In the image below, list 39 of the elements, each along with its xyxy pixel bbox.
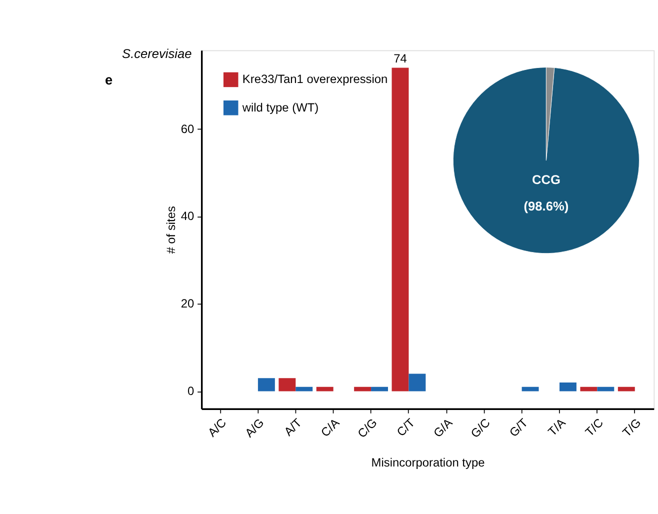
- bar: [618, 386, 635, 392]
- x-tick-label: A/T: [281, 415, 305, 439]
- x-tick-label: C/A: [318, 416, 342, 440]
- x-tick-label: T/A: [545, 416, 568, 439]
- x-tick-label: C/G: [354, 416, 380, 441]
- bar: [597, 386, 614, 392]
- y-axis-title: # of sites: [164, 206, 178, 254]
- bar: [354, 386, 372, 392]
- bar: [258, 378, 275, 392]
- y-tick-label: 20: [180, 296, 195, 311]
- bar: [522, 386, 539, 392]
- x-tick-label: G/A: [430, 416, 456, 440]
- pie-slice: [452, 67, 640, 254]
- data-label: (98.6%): [524, 198, 569, 214]
- bar: [316, 386, 334, 392]
- x-tick-label: A/C: [205, 415, 230, 440]
- x-tick-label: G/T: [506, 415, 532, 440]
- bar: [580, 386, 598, 392]
- x-tick-label: T/G: [620, 416, 644, 440]
- x-tick-label: A/G: [242, 416, 267, 440]
- x-tick-label: T/C: [582, 415, 606, 440]
- bar: [392, 68, 409, 392]
- x-axis-title: Misincorporation type: [371, 456, 486, 470]
- bar: [296, 386, 313, 392]
- y-tick-label: 0: [188, 384, 195, 398]
- bar: [560, 382, 576, 392]
- text: e: [104, 72, 113, 88]
- bar: [278, 378, 296, 392]
- bar: [371, 386, 388, 392]
- y-tick-label: 40: [180, 209, 195, 224]
- x-tick-label: G/C: [468, 415, 494, 441]
- chart-title: S.cerevisiae: [122, 46, 192, 61]
- legend-label: wild type (WT): [241, 100, 319, 114]
- legend-label: Kre33/Tan1 overexpression: [242, 72, 388, 86]
- data-label: 74: [394, 52, 408, 66]
- x-tick-label: C/T: [394, 415, 418, 440]
- slice-label: CCG: [532, 172, 560, 188]
- y-tick-label: 60: [180, 122, 195, 136]
- bar: [408, 374, 426, 392]
